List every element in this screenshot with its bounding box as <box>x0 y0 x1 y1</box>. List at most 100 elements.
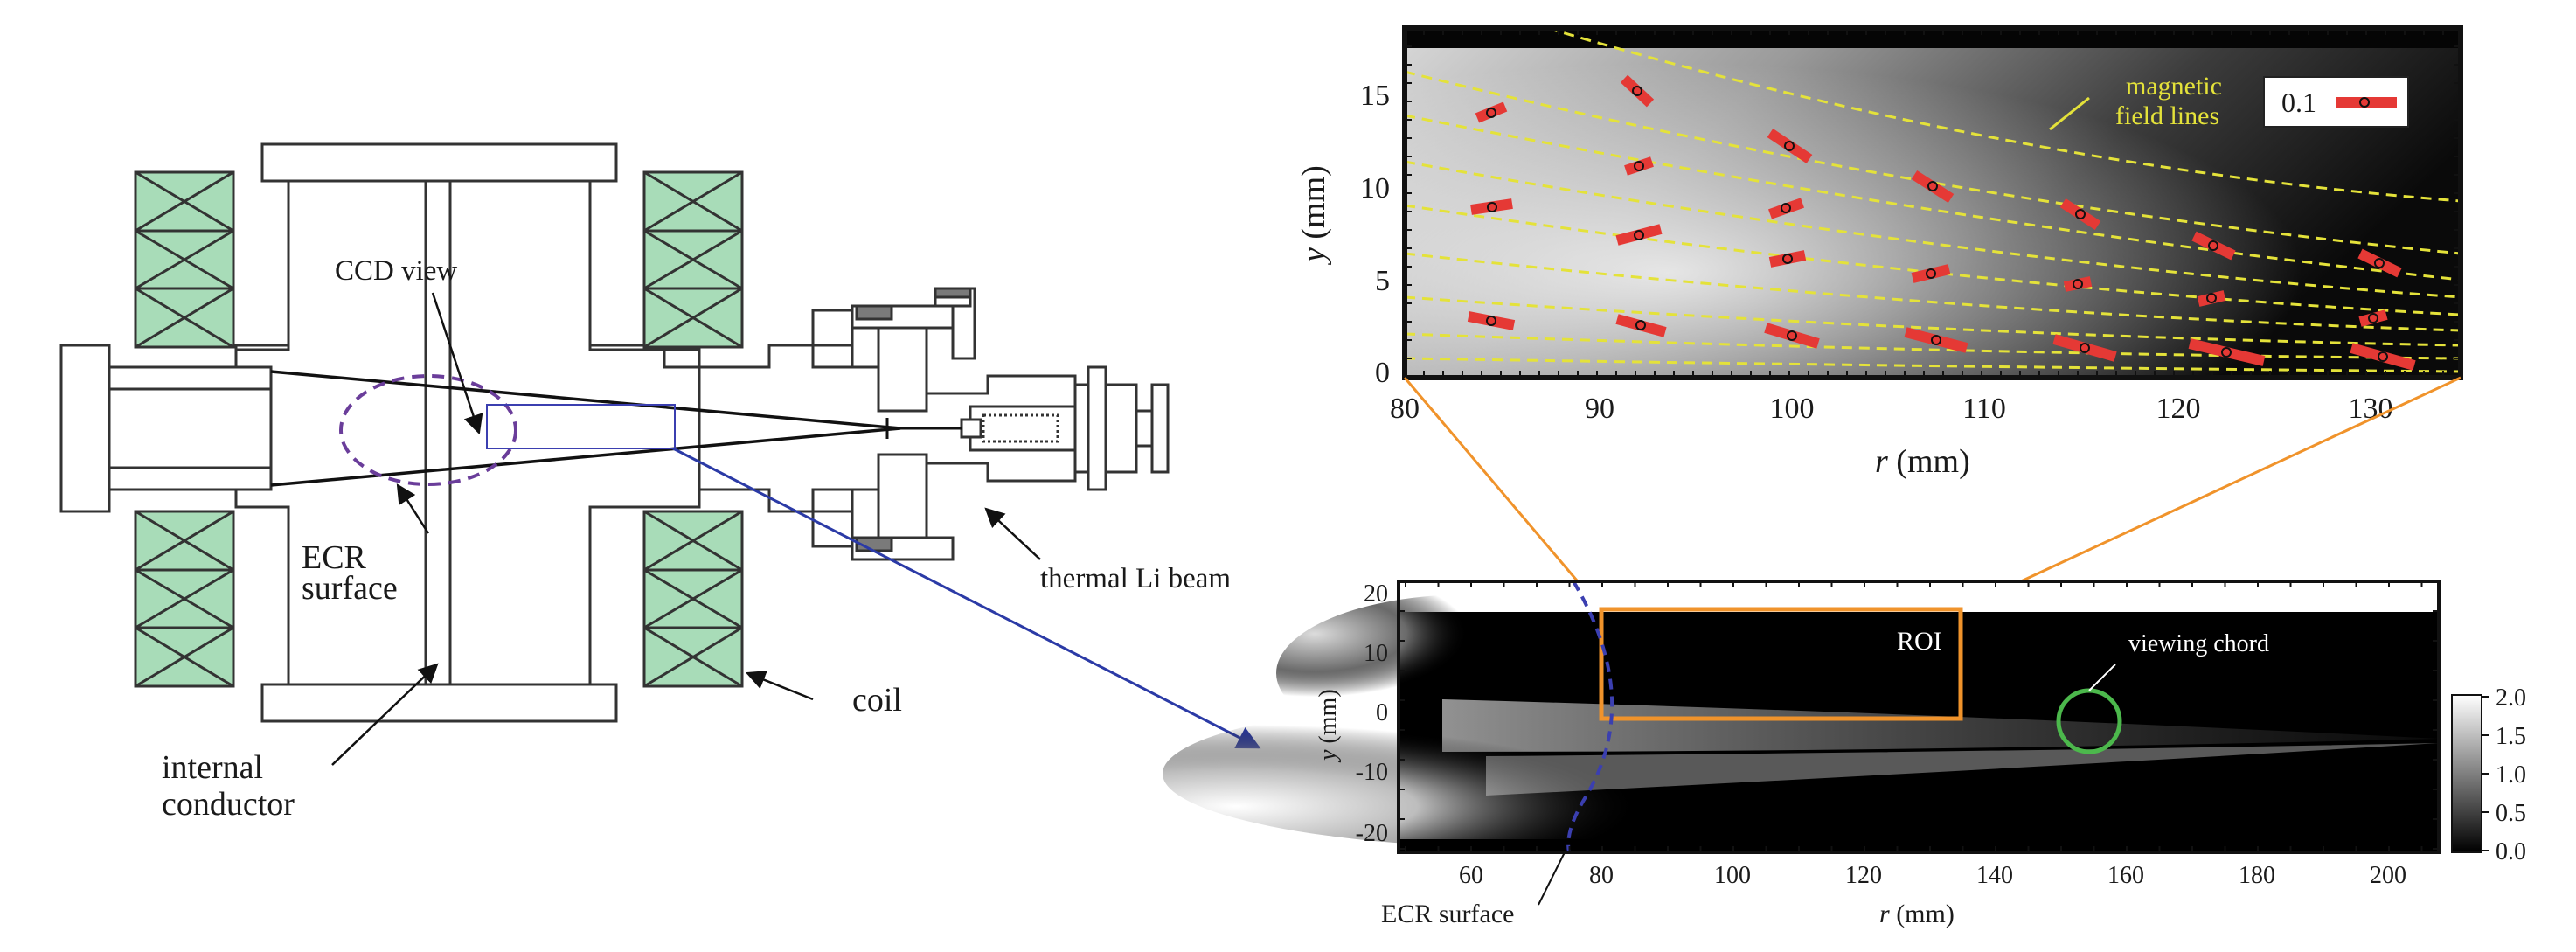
left-lower-coil <box>134 510 235 688</box>
bottom-x-tick: 100 <box>1714 862 1751 889</box>
annotation-line1: magnetic <box>2126 72 2222 101</box>
schematic-leaders <box>331 292 1041 766</box>
bottom-y-tick: -20 <box>1356 820 1388 847</box>
colorbar-tick: 0.0 <box>2496 838 2526 865</box>
bottom-x-tick: 180 <box>2239 862 2275 889</box>
bottom-x-axis-label: r (mm) <box>1879 900 1955 928</box>
bottom-x-tick: 200 <box>2370 862 2406 889</box>
bottom-x-tick: 140 <box>1976 862 2013 889</box>
vector <box>1767 129 1813 163</box>
vector-dots <box>1486 86 2388 362</box>
roi-label: ROI <box>1897 627 1942 656</box>
left-port <box>108 365 273 491</box>
left-upper-coil <box>134 170 235 349</box>
ecr-surface-ellipse <box>339 374 517 486</box>
right-port-body <box>699 344 854 513</box>
vector <box>1911 264 1951 283</box>
vector <box>1475 101 1508 123</box>
ccd-view-box <box>486 404 676 449</box>
bottom-panel-ticks <box>1399 580 2439 852</box>
coil-label: coil <box>852 682 902 719</box>
ecr-surface-curve <box>1566 580 1614 853</box>
colorbar-tick: 1.5 <box>2496 723 2526 750</box>
annotation-line2: field lines <box>2115 101 2219 130</box>
right-lower-coil <box>642 510 744 688</box>
bottom-y-tick: 20 <box>1364 580 1388 608</box>
top-panel-frame <box>1402 25 2463 380</box>
bottom-x-tick: 120 <box>1845 862 1882 889</box>
vector <box>2358 309 2388 327</box>
vector <box>1764 323 1820 349</box>
upper-ledge <box>234 344 699 369</box>
bottom-x-tick: 60 <box>1459 862 1483 889</box>
annotation-leader <box>2049 96 2090 131</box>
vector <box>2063 276 2093 292</box>
top-x-axis-label: r (mm) <box>1875 443 1970 480</box>
ccd-view-label: CCD view <box>335 255 457 287</box>
vector <box>1615 314 1667 337</box>
zoom-arrow <box>672 447 1261 749</box>
beam-cone <box>270 370 901 487</box>
vector <box>1904 327 1968 353</box>
vector <box>2191 231 2236 261</box>
vector <box>1467 311 1516 330</box>
top-x-tick: 90 <box>1585 393 1614 425</box>
top-y-tick: 0 <box>1375 357 1390 389</box>
bottom-x-tick: 160 <box>2107 862 2144 889</box>
ecr-surface-label-line1: ECR <box>302 539 367 576</box>
upper-flange <box>260 142 618 183</box>
vector <box>1768 250 1807 268</box>
top-x-tick: 110 <box>1962 393 2006 425</box>
top-y-axis-label: y (mm) <box>1295 165 1332 266</box>
vector <box>2188 338 2266 366</box>
roi-box <box>1599 607 1963 721</box>
bottom-x-tick: 80 <box>1589 862 1614 889</box>
top-panel: magnetic field lines 0.1 80 90 100 110 1… <box>1295 25 2463 480</box>
bottom-panel: ROI viewing chord ECR surface 60 80 100 … <box>1163 580 2526 928</box>
vector <box>1620 74 1655 108</box>
vector <box>2357 248 2402 278</box>
top-y-tick: 5 <box>1375 265 1390 297</box>
legend-label: 0.1 <box>2281 87 2316 118</box>
colorbar-tick: 0.5 <box>2496 800 2526 827</box>
ecr-surface-label: ECR surface <box>1381 900 1514 928</box>
vector <box>2059 198 2101 231</box>
top-x-tick: 120 <box>2156 393 2201 425</box>
right-upper-coil <box>642 170 744 349</box>
vector <box>1615 224 1663 246</box>
bottom-y-axis-label: y (mm) <box>1315 689 1342 763</box>
ecr-surface-label-line2: surface <box>302 570 398 607</box>
lower-vertical-tube <box>877 453 928 544</box>
vector <box>1470 198 1513 215</box>
lower-flange <box>260 683 618 723</box>
internal-conductor-label-line2: conductor <box>162 786 295 823</box>
vector <box>2197 290 2226 307</box>
left-end-flange <box>59 344 111 513</box>
bottom-y-tick: -10 <box>1356 759 1388 786</box>
vector <box>1911 170 1955 204</box>
bottom-y-tick: 0 <box>1376 699 1388 726</box>
top-panel-ticks <box>1404 27 2461 378</box>
top-x-tick: 100 <box>1770 393 1815 425</box>
vector <box>1768 198 1804 219</box>
colorbar-tick: 2.0 <box>2496 684 2526 712</box>
top-y-tick: 10 <box>1360 172 1390 205</box>
vector <box>1624 156 1654 176</box>
thermal-li-beam-label: thermal Li beam <box>1040 563 1231 594</box>
device-schematic <box>59 142 1261 749</box>
vector <box>2350 343 2416 371</box>
internal-conductor-label-line1: internal <box>162 749 263 786</box>
top-y-tick: 15 <box>1360 80 1390 112</box>
top-x-tick: 80 <box>1390 393 1420 425</box>
vector <box>2052 334 2117 362</box>
lower-emission <box>1163 699 1897 848</box>
vector-arrows <box>1467 74 2416 371</box>
colorbar <box>2451 694 2482 853</box>
bottom-y-tick: 10 <box>1364 640 1388 667</box>
zoom-connectors <box>1403 376 2461 611</box>
bottom-panel-frame <box>1397 580 2441 854</box>
viewing-chord-label: viewing chord <box>2128 630 2269 657</box>
upper-vertical-tube <box>877 322 928 413</box>
colorbar-tick: 1.0 <box>2496 761 2526 789</box>
